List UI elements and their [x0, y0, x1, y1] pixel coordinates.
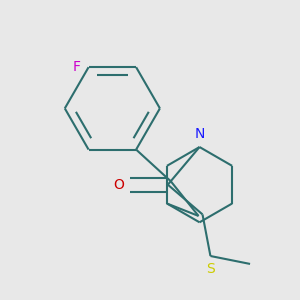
Text: O: O: [113, 178, 124, 192]
Text: F: F: [73, 60, 81, 74]
Text: S: S: [206, 262, 215, 276]
Text: N: N: [194, 127, 205, 141]
